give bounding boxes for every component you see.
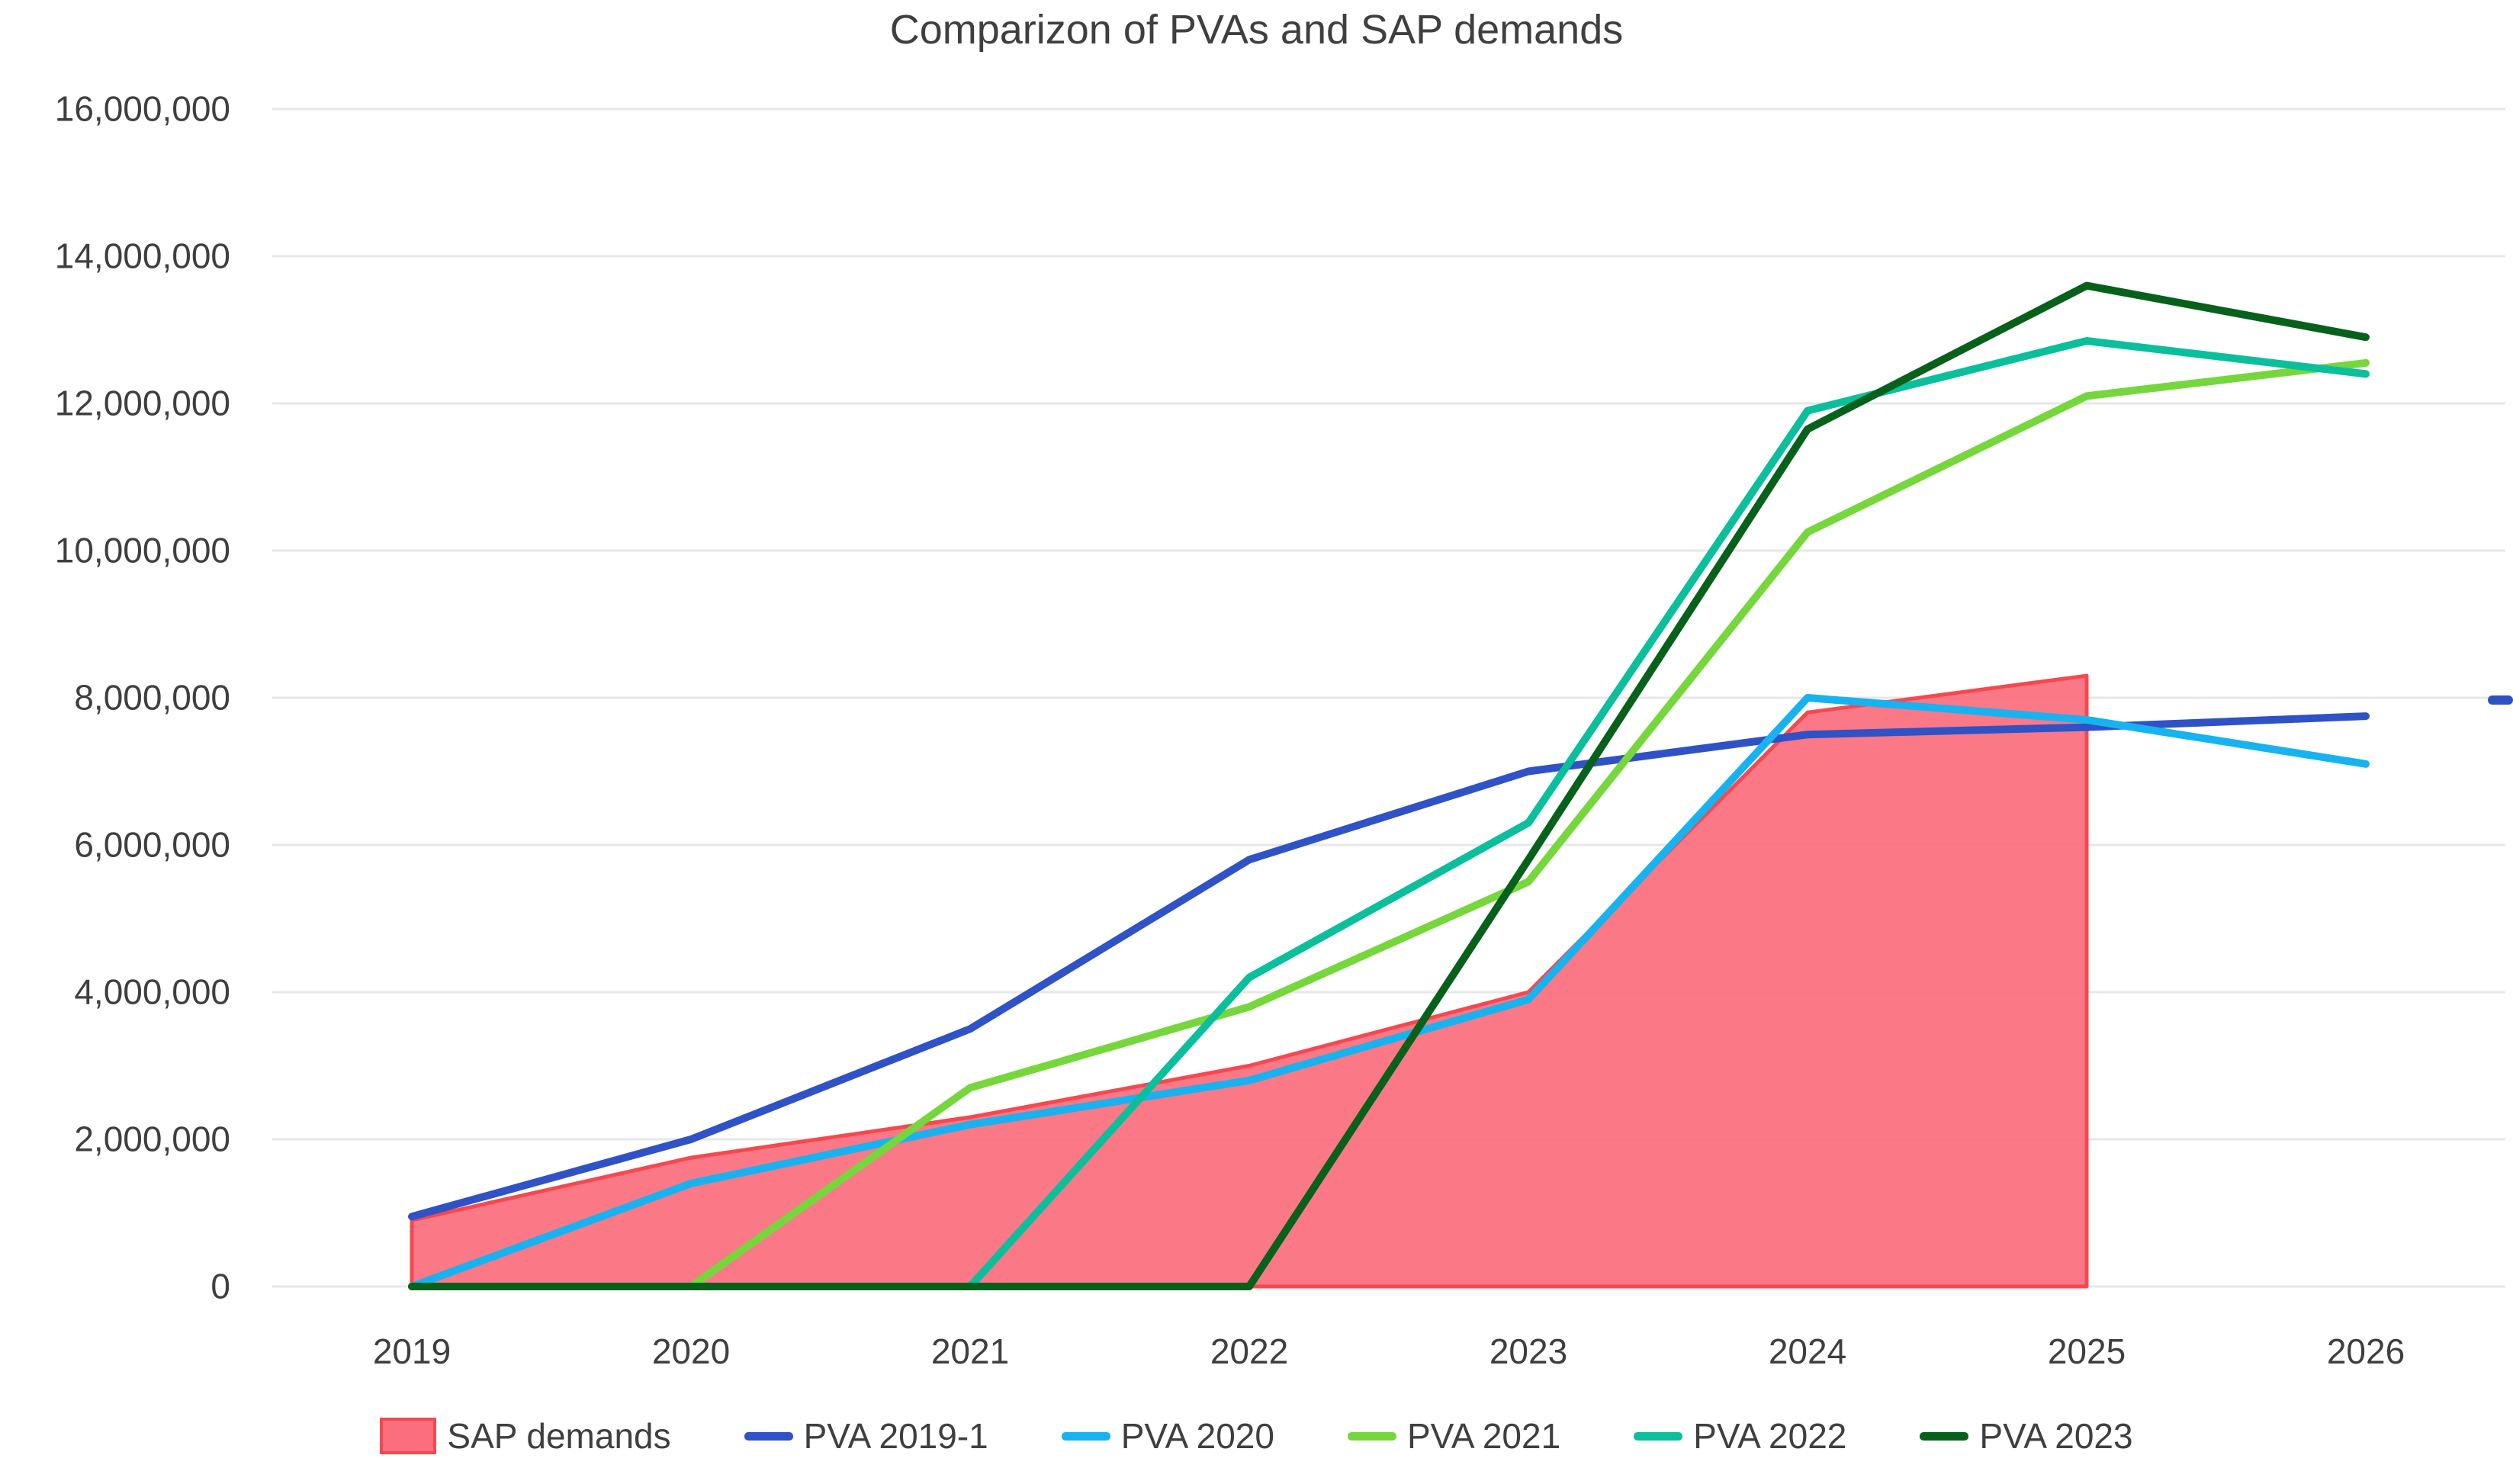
x-axis-tick-label: 2024 bbox=[1769, 1331, 1846, 1371]
legend-label: PVA 2022 bbox=[1693, 1416, 1847, 1456]
series-line-pva-2023 bbox=[408, 281, 2370, 1290]
clipped-blue-line-artifact bbox=[2488, 695, 2513, 705]
x-axis-tick-label: 2025 bbox=[2048, 1331, 2126, 1371]
legend-item-sap-demands: SAP demands bbox=[380, 1415, 671, 1457]
series-line-pva-2020 bbox=[408, 694, 2370, 1290]
legend-label: PVA 2021 bbox=[1406, 1416, 1561, 1456]
legend-label: PVA 2019-1 bbox=[803, 1416, 988, 1456]
x-axis-tick-label: 2026 bbox=[2327, 1331, 2405, 1371]
legend-line-swatch-icon bbox=[744, 1431, 793, 1441]
y-axis-tick-label: 4,000,000 bbox=[74, 972, 230, 1012]
y-axis-tick-label: 2,000,000 bbox=[74, 1119, 230, 1159]
y-axis-tick-label: 12,000,000 bbox=[55, 384, 230, 423]
series-line-pva-2021 bbox=[408, 358, 2370, 1290]
legend-item-pva-2023: PVA 2023 bbox=[1920, 1415, 2133, 1457]
y-axis-tick-label: 14,000,000 bbox=[55, 236, 230, 276]
y-axis-tick-label: 0 bbox=[210, 1267, 230, 1306]
series-line-pva-2019-1 bbox=[408, 712, 2370, 1221]
legend-item-pva-2022: PVA 2022 bbox=[1634, 1415, 1846, 1457]
legend-item-pva-2021: PVA 2021 bbox=[1347, 1415, 1561, 1457]
legend-line-swatch-icon bbox=[1061, 1431, 1110, 1441]
legend-line-swatch-icon bbox=[1347, 1431, 1396, 1441]
x-axis-tick-label: 2020 bbox=[652, 1331, 730, 1371]
y-axis-tick-label: 16,000,000 bbox=[55, 89, 230, 129]
legend-area-swatch-icon bbox=[380, 1418, 437, 1454]
legend-item-pva-2019-1: PVA 2019-1 bbox=[744, 1415, 988, 1457]
legend-label: PVA 2023 bbox=[1979, 1416, 2133, 1456]
y-axis-tick-label: 6,000,000 bbox=[74, 825, 230, 865]
x-axis-tick-label: 2019 bbox=[373, 1331, 451, 1371]
chart-title: Comparizon of PVAs and SAP demands bbox=[889, 7, 1624, 53]
x-axis-tick-label: 2022 bbox=[1210, 1331, 1288, 1371]
legend-line-swatch-icon bbox=[1920, 1431, 1969, 1441]
y-axis-tick-label: 10,000,000 bbox=[55, 531, 230, 570]
legend-label: SAP demands bbox=[447, 1416, 671, 1456]
y-axis-tick-label: 8,000,000 bbox=[74, 678, 230, 718]
x-axis-tick-label: 2023 bbox=[1489, 1331, 1567, 1371]
chart-legend: SAP demands PVA 2019-1 PVA 2020 PVA 2021 PVA… bbox=[0, 1415, 2513, 1457]
legend-item-pva-2020: PVA 2020 bbox=[1061, 1415, 1274, 1457]
x-axis-tick-label: 2021 bbox=[931, 1331, 1009, 1371]
legend-line-swatch-icon bbox=[1634, 1431, 1683, 1441]
legend-label: PVA 2020 bbox=[1120, 1416, 1274, 1456]
